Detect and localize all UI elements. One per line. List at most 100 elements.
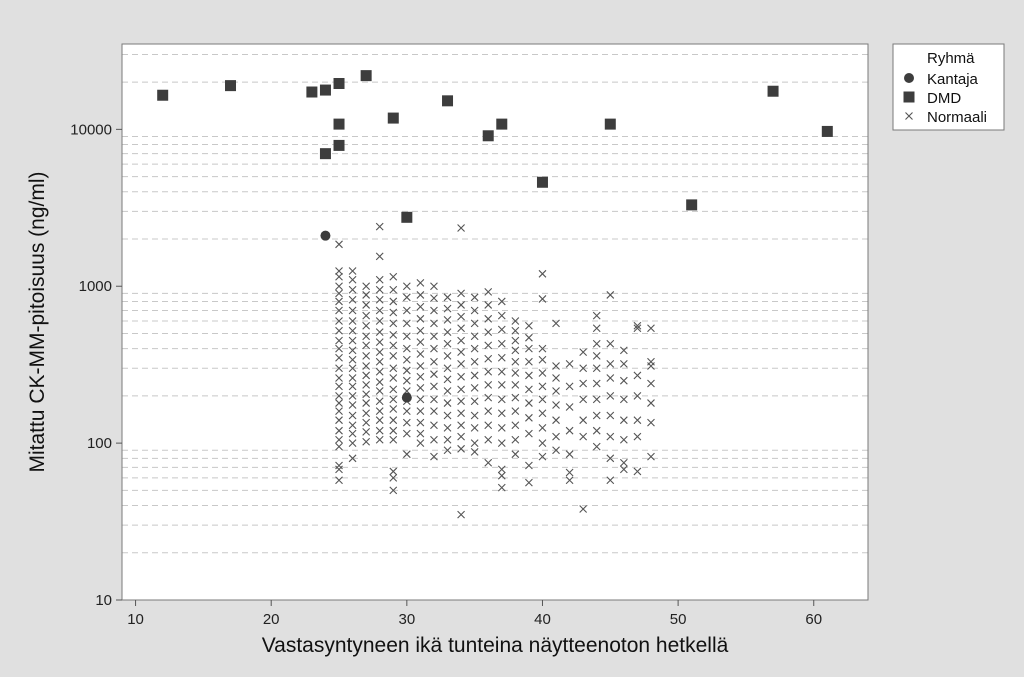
data-point [633, 321, 642, 330]
data-point [457, 385, 465, 394]
data-point [389, 364, 398, 373]
data-point [484, 341, 493, 350]
data-point [362, 362, 371, 370]
data-point [348, 364, 357, 373]
data-point [525, 357, 533, 366]
data-point [362, 418, 371, 427]
x-tick-label: 30 [398, 611, 415, 628]
data-point [402, 332, 411, 341]
data-point [416, 326, 425, 335]
data-point [470, 306, 479, 315]
data-point [333, 118, 345, 130]
data-point [619, 395, 628, 404]
data-point [348, 355, 357, 364]
data-point [375, 306, 384, 315]
data-point [497, 311, 506, 320]
data-point [375, 328, 384, 337]
data-point [606, 359, 615, 368]
x-axis-label: Vastasyntyneen ikä tunteina näytteenoton… [262, 634, 729, 657]
data-point [430, 407, 438, 415]
data-point [457, 444, 465, 453]
data-point [525, 413, 533, 422]
data-point [389, 435, 398, 444]
data-point [497, 465, 506, 474]
data-point [552, 374, 560, 382]
data-point [470, 371, 479, 380]
data-point [592, 339, 601, 348]
data-point [511, 435, 520, 444]
data-point [482, 130, 494, 142]
data-point [416, 350, 425, 358]
data-point [416, 418, 425, 427]
data-point [579, 505, 588, 513]
data-point [362, 427, 371, 436]
data-point [416, 362, 425, 370]
data-point [362, 437, 371, 446]
data-point [416, 338, 425, 347]
data-point [484, 301, 493, 309]
data-point [443, 304, 452, 313]
data-point [821, 125, 833, 137]
data-point [484, 381, 493, 389]
data-point [592, 364, 601, 373]
data-point [335, 465, 343, 474]
data-point [335, 416, 343, 425]
data-point [335, 344, 343, 353]
data-point [348, 421, 357, 430]
data-point [470, 447, 479, 456]
data-point [647, 399, 655, 407]
legend-marker-normaali [905, 112, 913, 120]
data-point [389, 405, 398, 413]
data-point [335, 442, 343, 451]
data-point [686, 199, 698, 211]
data-point [443, 339, 452, 348]
legend-marker-kantaja [904, 73, 914, 83]
data-point [525, 344, 533, 353]
data-point [538, 369, 547, 377]
x-tick-label: 20 [263, 611, 280, 628]
data-point [511, 326, 520, 335]
data-point [443, 411, 452, 420]
data-point [443, 351, 452, 360]
data-point [484, 407, 493, 415]
data-point [579, 416, 588, 425]
data-point [443, 364, 452, 373]
data-point [497, 471, 506, 480]
data-point [484, 458, 493, 467]
data-point [536, 176, 548, 188]
data-point [633, 467, 642, 476]
data-point [335, 267, 343, 275]
data-point [538, 295, 547, 303]
data-point [497, 325, 506, 334]
data-point [389, 395, 398, 404]
data-point [497, 339, 506, 348]
data-point [457, 510, 465, 519]
data-point [375, 367, 384, 376]
data-point [389, 426, 398, 435]
data-point [457, 359, 465, 368]
data-point [389, 297, 398, 306]
data-point [443, 424, 452, 432]
data-point [375, 435, 384, 444]
data-point [335, 336, 343, 345]
data-point [375, 378, 384, 386]
data-point [470, 383, 479, 392]
data-point [443, 387, 452, 395]
data-point [457, 421, 465, 430]
data-point [497, 483, 506, 492]
data-point [579, 432, 588, 441]
data-point [443, 316, 452, 324]
data-point [497, 381, 506, 389]
data-point [430, 382, 438, 391]
data-point [389, 467, 398, 476]
data-point [389, 272, 398, 281]
data-point [362, 341, 371, 350]
data-point [335, 407, 343, 415]
data-point [565, 359, 574, 368]
data-point [389, 351, 398, 360]
data-point [496, 118, 508, 130]
y-axis: 10 100 1000 10000 [70, 121, 122, 609]
data-point [579, 364, 588, 373]
data-point [511, 393, 520, 402]
